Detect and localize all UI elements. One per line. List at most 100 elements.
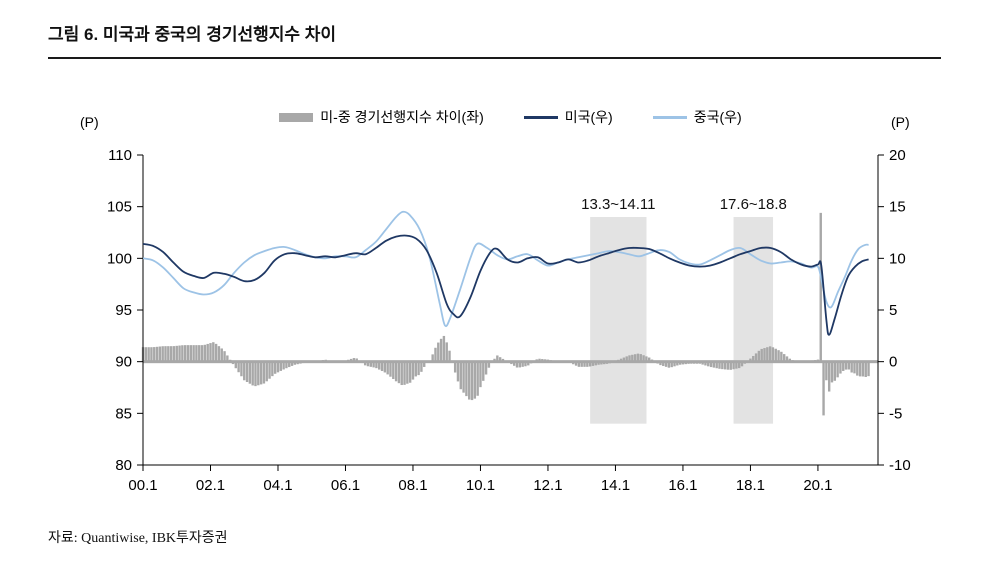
diff-bar	[569, 361, 572, 363]
diff-bar	[248, 361, 252, 384]
x-tick-label: 06.1	[331, 477, 360, 494]
diff-bar	[521, 361, 524, 367]
diff-bar	[212, 342, 215, 362]
diff-bar	[493, 358, 496, 362]
diff-bar	[605, 361, 609, 364]
x-tick-label: 18.1	[736, 477, 765, 494]
diff-bar	[175, 345, 178, 362]
diff-bar	[498, 357, 502, 362]
diff-bar	[349, 358, 353, 362]
diff-bar	[518, 361, 522, 368]
legend-item-diff: 미-중 경기선행지수 차이(좌)	[279, 107, 484, 127]
diff-bar	[718, 361, 721, 369]
diff-bar	[785, 356, 789, 362]
x-tick-label: 00.1	[128, 477, 157, 494]
diff-bar	[172, 346, 176, 362]
diff-bar	[400, 361, 403, 386]
diff-bar	[597, 361, 600, 365]
diff-bar	[189, 345, 193, 362]
diff-bar	[645, 356, 648, 362]
diff-bar	[690, 361, 693, 364]
diff-bar	[321, 360, 325, 362]
diff-bar	[456, 361, 460, 382]
diff-bar	[299, 361, 302, 364]
diff-bar	[743, 361, 747, 364]
diff-bar	[692, 361, 696, 364]
diff-bar	[560, 361, 564, 363]
diff-bar	[529, 361, 533, 364]
diff-bar	[636, 353, 640, 362]
diff-bar	[594, 361, 597, 366]
diff-bar	[434, 347, 437, 362]
diff-bar	[228, 359, 232, 362]
diff-bar	[341, 361, 344, 363]
diff-bar	[375, 361, 378, 369]
diff-bar	[203, 344, 207, 362]
legend-item-us: 미국(우)	[523, 107, 613, 127]
diff-bar	[842, 361, 845, 371]
diff-bar	[541, 359, 544, 362]
diff-bar	[619, 358, 623, 362]
x-tick-label: 04.1	[263, 477, 292, 494]
diff-bar	[313, 361, 316, 363]
diff-bar	[611, 361, 614, 363]
diff-bar	[524, 361, 527, 367]
diff-bar	[293, 361, 297, 365]
diff-bar	[853, 361, 856, 374]
diff-bar	[608, 361, 612, 364]
diff-bar	[414, 361, 417, 377]
diff-bar	[158, 346, 162, 362]
diff-bar	[709, 361, 713, 368]
diff-bar	[501, 358, 505, 362]
diff-bar	[389, 361, 392, 377]
diff-bar	[271, 361, 274, 377]
diff-bar	[822, 361, 825, 416]
diff-bar	[268, 361, 271, 379]
diff-bar	[147, 347, 150, 362]
diff-bar	[473, 361, 477, 399]
diff-bar	[431, 354, 434, 362]
china-line	[142, 210, 869, 328]
chart-legend: 미-중 경기선행지수 차이(좌) 미국(우) 중국(우)	[143, 107, 878, 127]
diff-bar	[532, 361, 536, 363]
diff-bar	[355, 358, 358, 362]
diff-bar	[439, 338, 443, 362]
diff-bar	[808, 360, 811, 362]
diff-bar	[788, 358, 792, 362]
x-tick-label: 02.1	[196, 477, 225, 494]
diff-bar	[318, 360, 322, 362]
diff-bar	[774, 348, 777, 362]
diff-bar	[656, 361, 659, 364]
diff-bar	[307, 361, 311, 363]
diff-bar	[701, 361, 704, 365]
diff-bar	[695, 361, 699, 364]
diff-bar	[591, 361, 595, 366]
diff-bar	[262, 361, 266, 384]
diff-bar	[383, 361, 387, 373]
right-tick-label: 10	[889, 250, 906, 267]
diff-bar	[428, 360, 432, 362]
diff-bar	[442, 335, 446, 362]
diff-bar	[704, 361, 707, 366]
legend-label-us: 미국(우)	[564, 109, 613, 125]
diff-bar	[625, 356, 628, 362]
diff-bar	[763, 348, 766, 362]
diff-bar	[546, 359, 550, 362]
diff-bar	[487, 361, 491, 368]
diff-bar	[408, 361, 412, 383]
diff-bar	[237, 361, 240, 373]
diff-bar	[515, 361, 519, 368]
diff-bar	[667, 361, 671, 368]
diff-bar	[861, 361, 865, 377]
diff-bar	[802, 361, 806, 363]
diff-bar	[302, 361, 305, 364]
diff-bar	[732, 361, 735, 370]
diff-bar	[338, 361, 342, 363]
diff-bar	[662, 361, 665, 366]
diff-bar	[558, 361, 561, 363]
diff-bar	[161, 346, 164, 362]
diff-bar	[827, 361, 831, 392]
diff-bar	[684, 361, 687, 365]
diff-bar	[771, 347, 775, 362]
